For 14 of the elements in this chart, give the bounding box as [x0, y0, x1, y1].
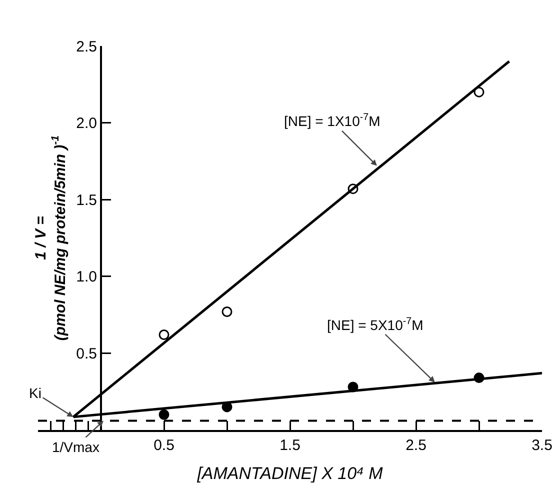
y-tick-label: 1.5	[76, 192, 97, 209]
x-tick-label: 1.5	[280, 437, 300, 454]
x-tick-label: 0.5	[154, 437, 174, 454]
y-tick-label: 2.0	[76, 115, 97, 132]
ref-line-label: 1/Vmax	[52, 439, 100, 455]
x-axis-title: [AMANTADINE] X 10⁴ M	[196, 464, 384, 483]
annotation: Ki	[29, 385, 42, 401]
annotation: [NE] = 5X10$^{-7}$M	[327, 316, 424, 333]
x-tick-label: 2.5	[406, 437, 426, 454]
x-tick-label: 3.5	[532, 437, 552, 454]
y-tick-label: 0.5	[76, 345, 97, 362]
y-tick-label: 2.5	[76, 38, 97, 56]
annotation: [NE] = 1X10$^{-7}$M	[284, 112, 380, 129]
y-tick-label: 1.0	[76, 268, 97, 286]
